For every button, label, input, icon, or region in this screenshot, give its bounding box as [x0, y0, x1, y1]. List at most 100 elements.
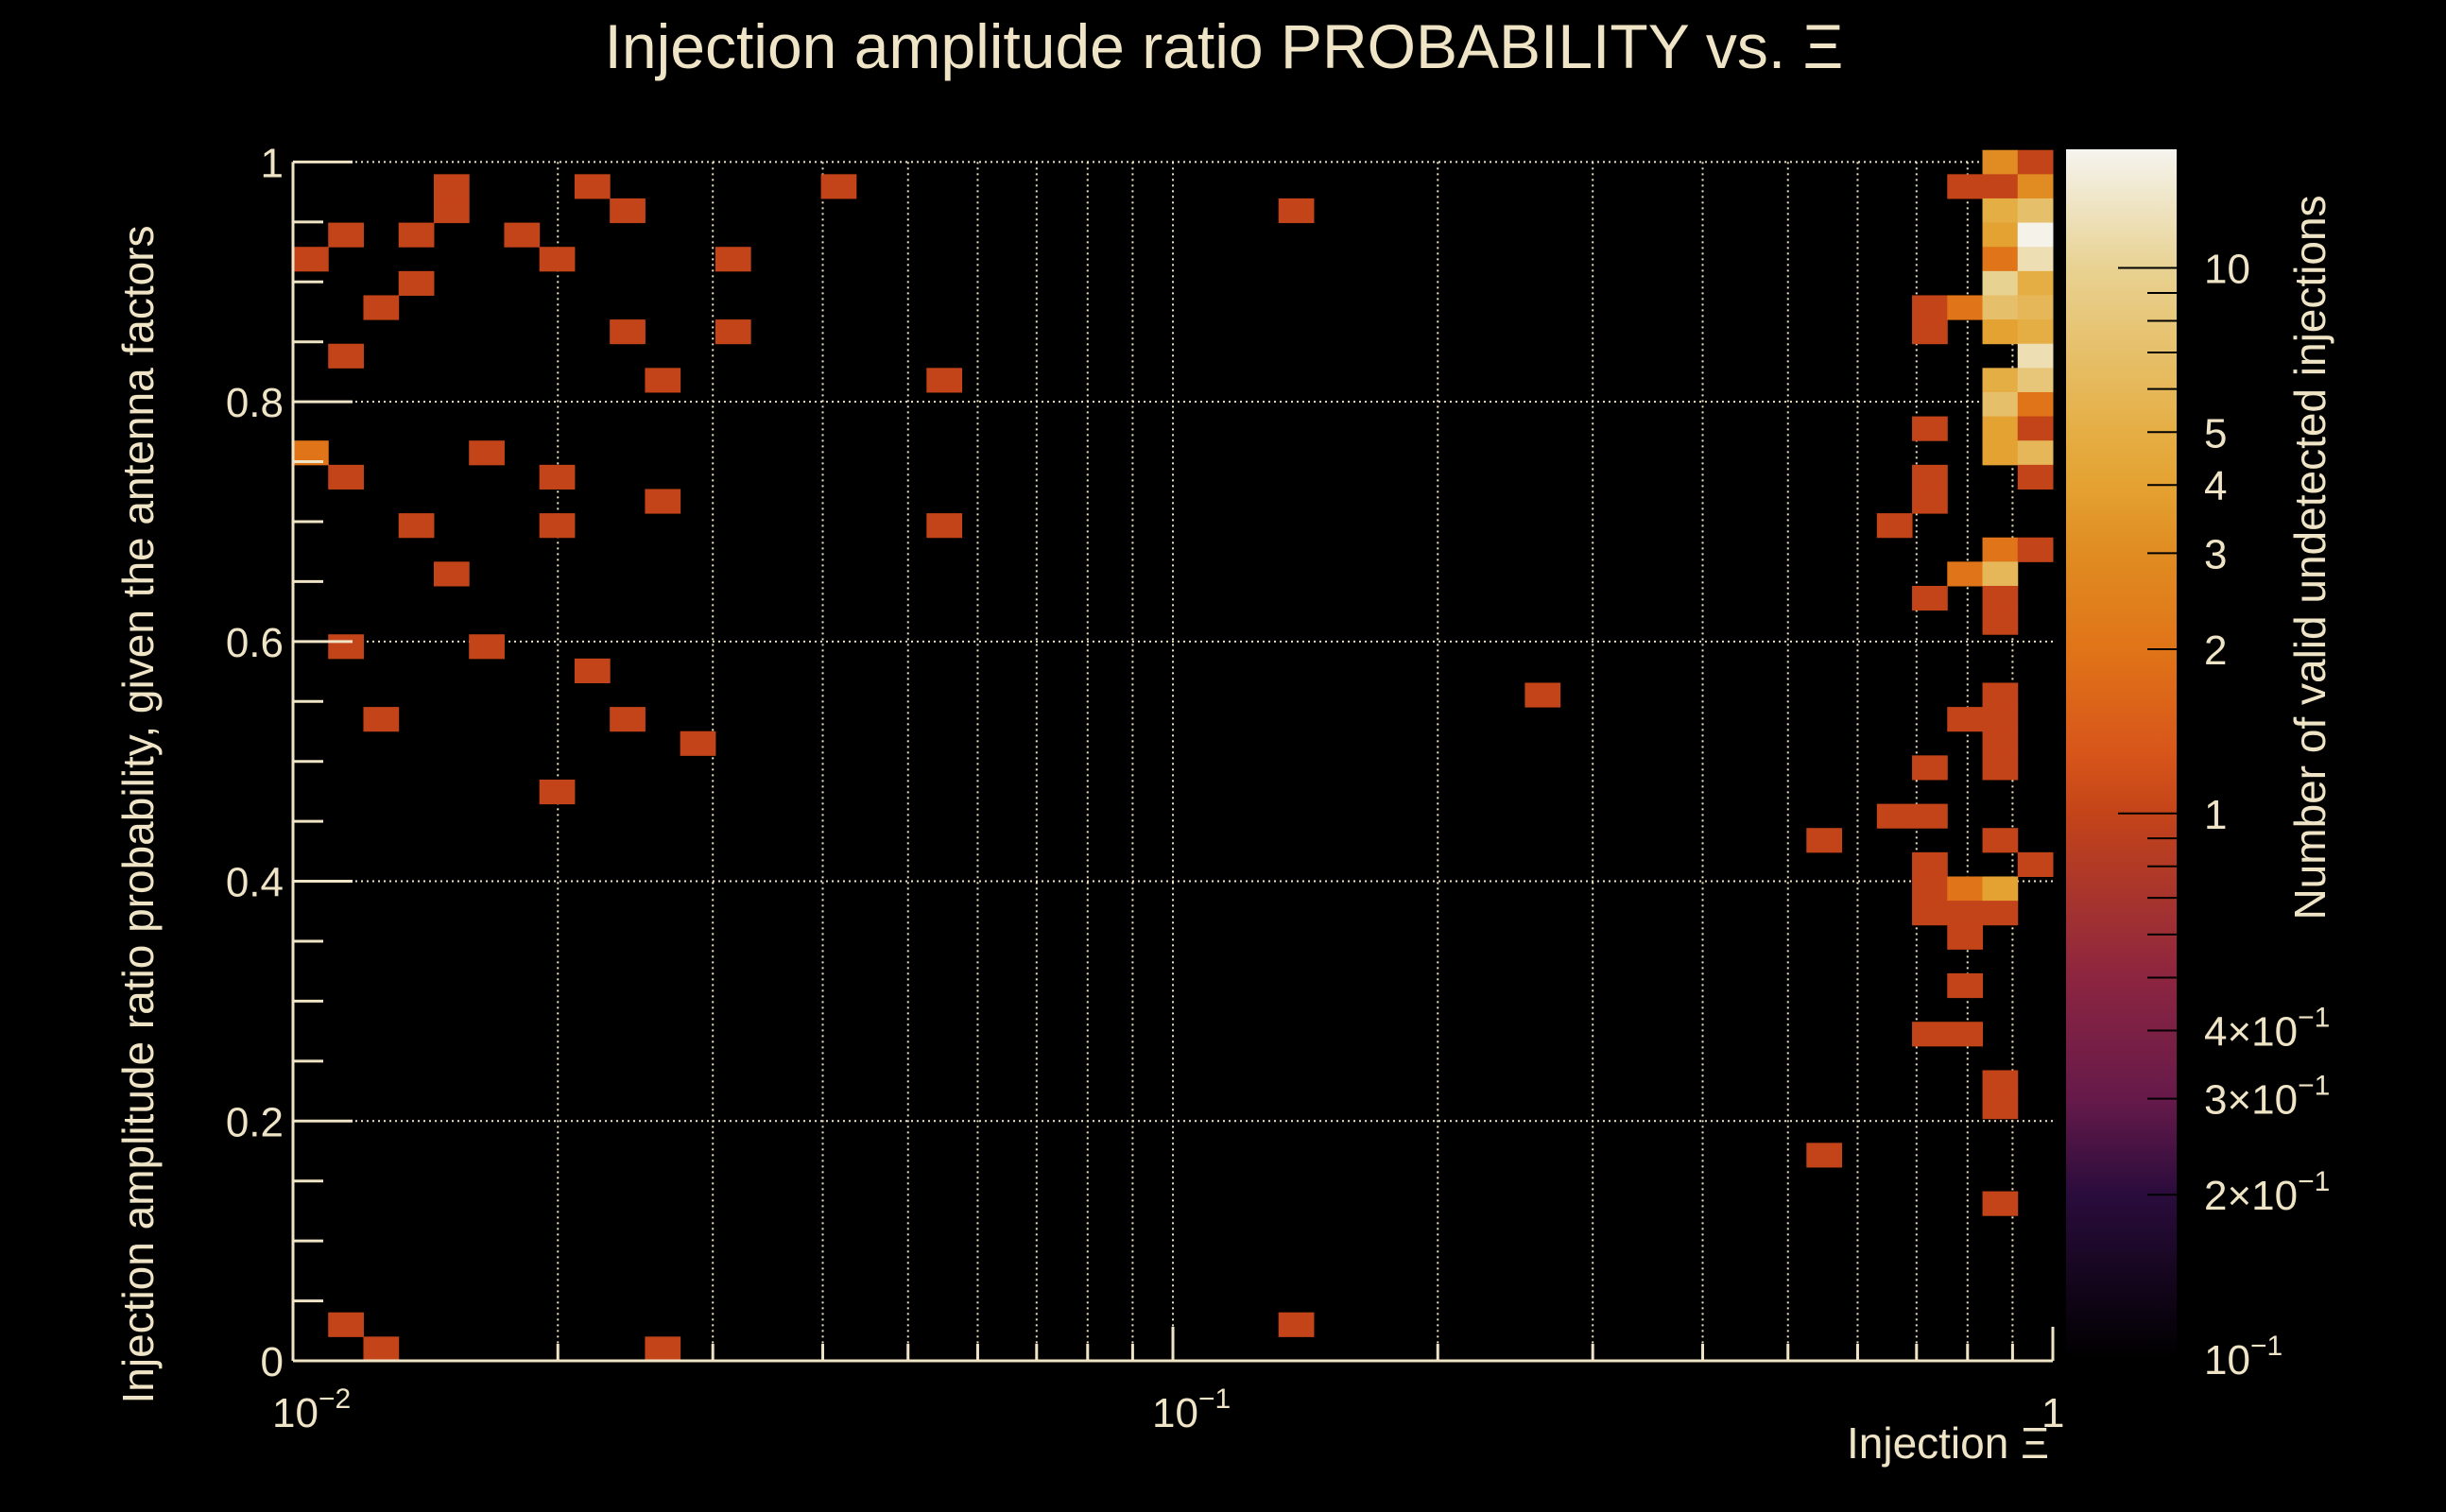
heatmap-cell	[1982, 682, 2019, 708]
heatmap-cell	[2017, 222, 2054, 248]
heatmap-cell	[504, 222, 541, 248]
heatmap-cell	[1982, 755, 2019, 781]
heatmap-cell	[1982, 901, 2019, 926]
heatmap-cell	[1912, 295, 1948, 320]
heatmap-cell	[2017, 319, 2054, 345]
heatmap-cell	[926, 513, 963, 539]
heatmap-cell	[1982, 876, 2019, 902]
heatmap-cell	[328, 343, 364, 369]
heatmap-cell	[1982, 1094, 2019, 1120]
colorbar-tick-label-base: 10	[2204, 1337, 2250, 1383]
colorbar-ticks	[2118, 266, 2177, 1196]
heatmap-cell	[2017, 247, 2054, 272]
heatmap-cell	[1912, 876, 1948, 902]
y-tick-label: 0.6	[226, 620, 284, 666]
heatmap-cell	[1947, 901, 1984, 926]
heatmap-cell	[715, 247, 751, 272]
heatmap-cell	[680, 730, 716, 756]
heatmap-cell	[1982, 319, 2019, 345]
heatmap-cell	[2017, 391, 2054, 418]
colorbar-tick-label: 5	[2204, 410, 2227, 456]
colorbar-tick-label: 4	[2204, 463, 2227, 509]
heatmap-cell	[2017, 149, 2054, 175]
colorbar-tick-label-base: 2×10	[2204, 1173, 2298, 1219]
heatmap-cell	[1947, 924, 1984, 950]
heatmap-cell	[645, 489, 681, 514]
colorbar-gradient	[2066, 149, 2177, 1359]
heatmap-cell	[1982, 368, 2019, 393]
x-tick-label-base: 10	[1152, 1390, 1198, 1436]
heatmap-cell	[363, 707, 400, 732]
heatmap-cell	[1982, 174, 2019, 199]
heatmap-cell	[1982, 1070, 2019, 1095]
heatmap-cell	[2017, 343, 2054, 369]
heatmap-cell	[1876, 513, 1913, 539]
heatmap-cell	[2017, 295, 2054, 320]
heatmap-cell	[1912, 1022, 1948, 1047]
heatmap-cell	[363, 1336, 400, 1362]
y-axis-title: Injection amplitude ratio probability, g…	[113, 225, 163, 1403]
heatmap-cell	[2017, 440, 2054, 466]
heatmap-cell	[398, 222, 435, 248]
y-tick-label: 0.4	[226, 860, 284, 906]
colorbar-tick-label-base: 5	[2204, 410, 2227, 456]
y-tick-labels: 0 0.2 0.4 0.6 0.8 1	[226, 140, 284, 1385]
heatmap-cell	[610, 707, 646, 732]
heatmap-cell	[926, 368, 963, 393]
heatmap-cell	[1982, 391, 2019, 418]
colorbar-tick-label-base: 10	[2204, 247, 2250, 293]
y-tick-label: 0.2	[226, 1099, 284, 1145]
x-tick-label-exponent: −1	[1198, 1383, 1231, 1415]
heatmap-cell	[1912, 319, 1948, 345]
colorbar-tick-label: 2	[2204, 627, 2227, 674]
x-tick-label-base: 10	[272, 1390, 319, 1436]
colorbar-tick-label: 4×10−1	[2204, 1002, 2330, 1055]
heatmap-cell	[2017, 198, 2054, 224]
heatmap-cell	[645, 368, 681, 393]
axes	[291, 160, 2055, 1363]
heatmap-cell	[1947, 972, 1984, 999]
heatmap-cells	[293, 149, 2054, 1362]
colorbar-tick-label-exponent: −1	[2250, 1331, 2282, 1362]
colorbar-tick-label: 3	[2204, 531, 2227, 577]
heatmap-cell	[1982, 537, 2019, 562]
colorbar-tick-label: 10	[2204, 247, 2250, 293]
heatmap-cell	[433, 174, 470, 199]
heatmap-cell	[645, 1336, 681, 1362]
colorbar-tick-label-exponent: −1	[2298, 1071, 2330, 1102]
colorbar-tick-label: 10−1	[2204, 1331, 2282, 1383]
heatmap-cell	[1982, 1191, 2019, 1216]
heatmap-cell	[539, 464, 576, 490]
heatmap-cell	[1982, 416, 2019, 441]
heatmap-cell	[1982, 585, 2019, 611]
colorbar-tick-label-exponent: −1	[2298, 1002, 2330, 1033]
heatmap-cell	[1876, 803, 1913, 829]
heatmap-cell	[1278, 1312, 1315, 1337]
heatmap-cell	[715, 319, 751, 345]
heatmap-cell	[1912, 901, 1948, 926]
heatmap-cell	[2017, 851, 2054, 877]
heatmap-cell	[1982, 198, 2019, 224]
grid-lines	[293, 161, 2053, 1361]
colorbar-title: Number of valid undetected injections	[2285, 195, 2334, 919]
heatmap-cell	[1982, 707, 2019, 732]
heatmap-cell	[398, 513, 435, 539]
heatmap-cell	[469, 440, 505, 466]
heatmap-cell	[1278, 198, 1315, 224]
heatmap-cell	[1947, 561, 1984, 587]
x-tick-label: 10−2	[272, 1383, 351, 1436]
heatmap-cell	[1947, 1022, 1984, 1047]
colorbar-tick-label-base: 2	[2204, 627, 2227, 674]
x-axis-title: Injection Ξ	[1847, 1418, 2049, 1468]
x-tick-label-base: 1	[2041, 1390, 2064, 1436]
heatmap-cell	[1947, 876, 1984, 902]
heatmap-cell	[610, 319, 646, 345]
heatmap-cell	[1982, 561, 2019, 587]
heatmap-cell	[610, 198, 646, 224]
colorbar-tick-label: 2×10−1	[2204, 1166, 2330, 1219]
heatmap-cell	[1982, 222, 2019, 248]
heatmap-cell	[1912, 803, 1948, 829]
